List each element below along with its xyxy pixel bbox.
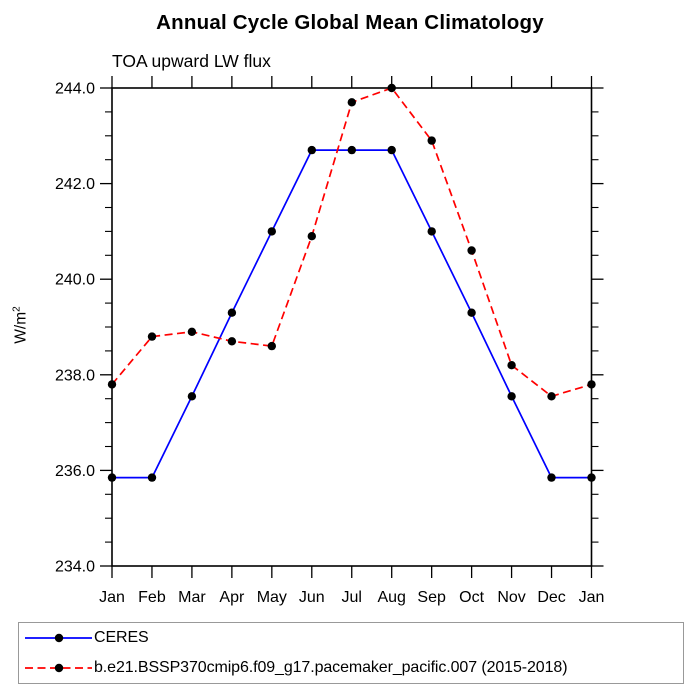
legend-item-ceres: CERES [19, 624, 683, 652]
data-point-marker [227, 337, 237, 346]
x-tick-label: Nov [497, 589, 525, 606]
data-point-marker [107, 473, 117, 482]
data-point-marker [387, 83, 396, 93]
data-point-marker [547, 473, 556, 482]
data-point-marker [267, 341, 276, 351]
legend-marker-dot-icon [54, 634, 64, 643]
y-tick-label: 236.0 [55, 463, 95, 480]
data-point-marker [227, 308, 237, 317]
data-point-marker [187, 327, 197, 336]
data-point-marker [427, 136, 436, 145]
y-tick-label: 238.0 [55, 367, 95, 384]
legend-label-ceres: CERES [94, 629, 149, 647]
legend-box: CERES b.e21.BSSP370cmip6.f09_g17.pacemak… [18, 622, 684, 684]
data-point-marker [187, 392, 197, 401]
y-axis-tick-labels: 234.0 236.0 238.0 240.0 242.0 244.0 [55, 81, 95, 576]
x-tick-label: Apr [219, 589, 245, 606]
x-axis-ticks [111, 76, 593, 578]
series-markers-model [107, 83, 596, 401]
x-tick-label: Jan [579, 589, 605, 606]
data-point-marker [347, 98, 356, 107]
data-point-marker [347, 145, 356, 155]
data-point-marker [107, 380, 117, 389]
chart-subtitle: TOA upward LW flux [112, 51, 271, 71]
data-point-marker [587, 380, 596, 389]
x-tick-label: Sep [417, 589, 446, 606]
data-point-marker [147, 332, 157, 341]
annual-cycle-line-chart: 234.0 236.0 238.0 240.0 242.0 244.0 Jan Feb Mar A… [55, 76, 604, 606]
x-tick-label: Mar [178, 589, 206, 606]
x-tick-label: Dec [537, 589, 565, 606]
data-point-marker [507, 392, 516, 401]
data-point-marker [387, 145, 396, 155]
series-line-ceres [112, 149, 592, 479]
data-point-marker [547, 392, 556, 401]
legend-item-model: b.e21.BSSP370cmip6.f09_g17.pacemaker_pac… [19, 654, 683, 682]
data-point-marker [427, 227, 436, 236]
data-point-marker [307, 145, 316, 155]
x-tick-label: Aug [377, 589, 405, 606]
series-line-model [111, 86, 592, 398]
data-point-marker [587, 473, 596, 482]
x-tick-label: May [257, 589, 287, 606]
data-point-marker [267, 227, 276, 236]
x-tick-label: Feb [138, 589, 166, 606]
x-tick-label: Jul [342, 589, 362, 606]
chart-title: Annual Cycle Global Mean Climatology [156, 11, 544, 34]
data-point-marker [467, 246, 476, 255]
x-tick-label: Oct [459, 589, 484, 606]
data-point-marker [147, 473, 157, 482]
y-axis-ticks [100, 87, 604, 567]
plot-frame [111, 87, 593, 567]
data-point-marker [507, 361, 516, 370]
legend-marker-dot-icon [54, 663, 64, 672]
y-tick-label: 240.0 [55, 272, 95, 289]
legend-line-sample-ceres [25, 634, 92, 643]
x-axis-tick-labels: Jan Feb Mar Apr May Jun Jul Aug Sep Oct Nov Dec Jan [99, 589, 604, 606]
y-tick-label: 244.0 [55, 81, 95, 98]
data-point-marker [467, 308, 476, 317]
data-point-marker [307, 232, 316, 241]
y-tick-label: 242.0 [55, 176, 95, 193]
x-tick-label: Jan [99, 589, 125, 606]
legend-label-model: b.e21.BSSP370cmip6.f09_g17.pacemaker_pac… [94, 658, 568, 676]
x-tick-label: Jun [299, 589, 325, 606]
series-markers-ceres [107, 145, 596, 482]
legend-line-sample-model [25, 663, 92, 672]
y-tick-label: 234.0 [55, 559, 95, 576]
